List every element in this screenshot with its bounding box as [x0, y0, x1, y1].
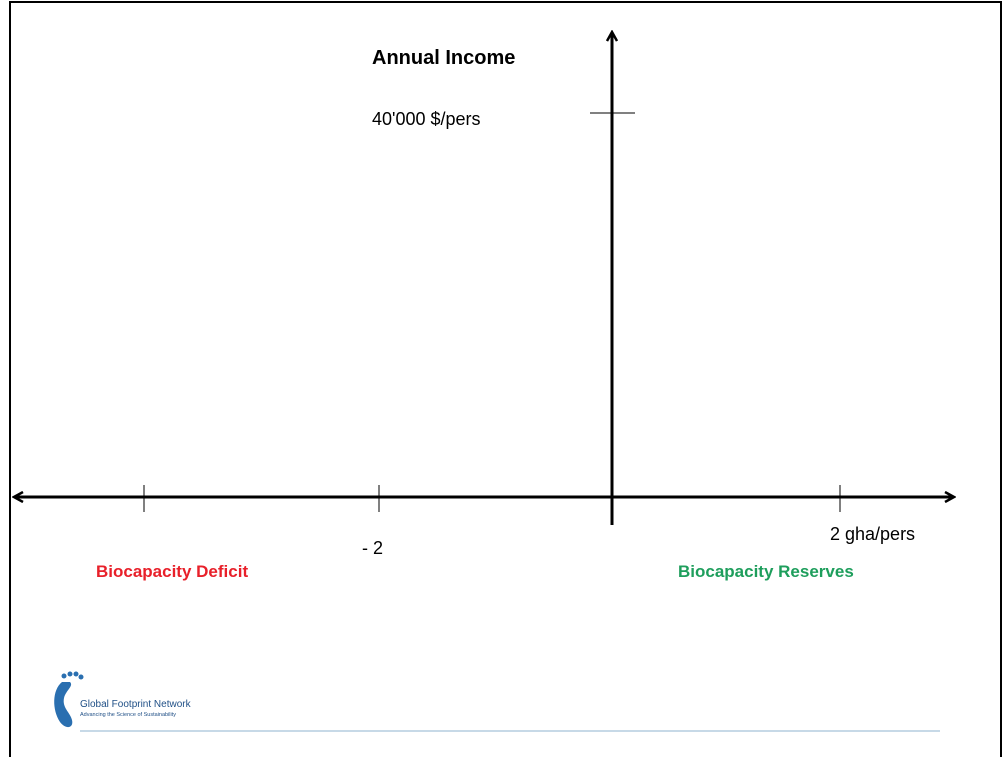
x-right-label: 2 gha/pers — [830, 524, 915, 544]
title: Annual Income — [372, 47, 515, 69]
deficit-label: Biocapacity Deficit — [96, 562, 248, 581]
logo-tagline: Advancing the Science of Sustainability — [80, 712, 176, 718]
reserves-label: Biocapacity Reserves — [678, 562, 854, 581]
logo-toe — [73, 671, 79, 677]
logo-toe — [67, 671, 73, 677]
logo-foot — [54, 682, 73, 728]
logo-toe — [61, 673, 67, 679]
logo-name: Global Footprint Network — [80, 699, 192, 710]
y-label: 40'000 $/pers — [372, 109, 481, 129]
x-left-label: - 2 — [362, 538, 383, 558]
slide-frame — [9, 1, 1002, 757]
logo: Global Footprint Network Advancing the S… — [54, 671, 192, 728]
logo-toe — [78, 674, 84, 680]
